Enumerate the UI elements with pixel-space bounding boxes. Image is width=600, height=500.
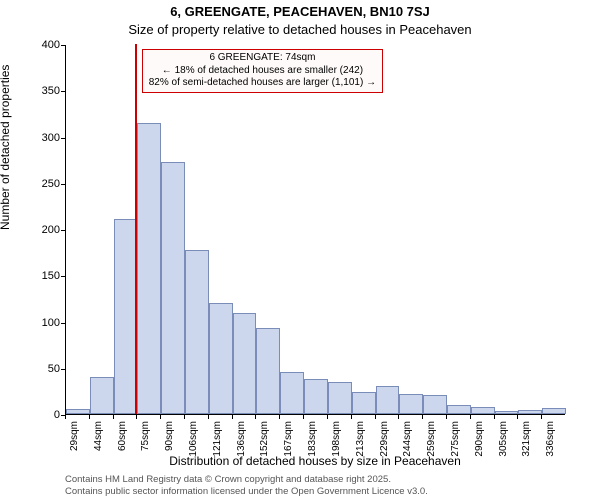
x-tick-label: 321sqm — [521, 421, 532, 461]
x-tick-label: 136sqm — [236, 421, 247, 461]
histogram-bar — [161, 162, 185, 414]
x-tick-label: 259sqm — [426, 421, 437, 461]
x-tick-label: 60sqm — [117, 421, 128, 461]
x-tick-label: 44sqm — [93, 421, 104, 461]
x-tick-label: 121sqm — [212, 421, 223, 461]
x-tick-mark — [446, 415, 447, 419]
x-tick-label: 106sqm — [188, 421, 199, 461]
y-tick-label: 0 — [10, 409, 60, 421]
y-tick-mark — [61, 323, 65, 324]
x-tick-mark — [375, 415, 376, 419]
histogram-bar — [233, 313, 257, 414]
y-tick-label: 100 — [10, 317, 60, 329]
x-tick-mark — [208, 415, 209, 419]
plot-area: 6 GREENGATE: 74sqm← 18% of detached hous… — [65, 45, 565, 415]
histogram-bar — [447, 405, 471, 414]
x-tick-mark — [327, 415, 328, 419]
x-tick-mark — [351, 415, 352, 419]
x-tick-label: 213sqm — [355, 421, 366, 461]
x-tick-mark — [184, 415, 185, 419]
x-tick-label: 305sqm — [498, 421, 509, 461]
property-size-chart: 6, GREENGATE, PEACEHAVEN, BN10 7SJ Size … — [0, 0, 600, 500]
x-tick-mark — [255, 415, 256, 419]
histogram-bar — [137, 123, 161, 414]
attribution-text: Contains HM Land Registry data © Crown c… — [65, 474, 585, 497]
histogram-bar — [518, 410, 542, 414]
x-tick-mark — [113, 415, 114, 419]
y-tick-mark — [61, 276, 65, 277]
attribution-line2: Contains public sector information licen… — [65, 486, 585, 497]
x-tick-label: 275sqm — [450, 421, 461, 461]
histogram-bar — [209, 303, 233, 414]
y-tick-mark — [61, 369, 65, 370]
x-tick-mark — [232, 415, 233, 419]
histogram-bar — [352, 392, 376, 414]
histogram-bar — [90, 377, 114, 414]
histogram-bar — [423, 395, 447, 414]
x-tick-label: 290sqm — [474, 421, 485, 461]
x-tick-mark — [541, 415, 542, 419]
histogram-bar — [328, 382, 352, 414]
x-tick-label: 244sqm — [402, 421, 413, 461]
y-tick-label: 50 — [10, 363, 60, 375]
histogram-bar — [280, 372, 304, 414]
histogram-bar — [304, 379, 328, 414]
chart-subtitle: Size of property relative to detached ho… — [0, 22, 600, 37]
histogram-bar — [185, 250, 209, 414]
x-tick-label: 198sqm — [331, 421, 342, 461]
histogram-bar — [495, 411, 519, 414]
y-tick-mark — [61, 230, 65, 231]
y-tick-label: 150 — [10, 270, 60, 282]
x-tick-mark — [89, 415, 90, 419]
x-tick-mark — [136, 415, 137, 419]
property-marker-line — [135, 44, 137, 414]
x-tick-mark — [422, 415, 423, 419]
attribution-line1: Contains HM Land Registry data © Crown c… — [65, 474, 585, 485]
x-tick-mark — [65, 415, 66, 419]
y-tick-mark — [61, 138, 65, 139]
y-tick-label: 400 — [10, 39, 60, 51]
x-tick-label: 229sqm — [379, 421, 390, 461]
annotation-callout: 6 GREENGATE: 74sqm← 18% of detached hous… — [142, 49, 383, 93]
annotation-line-1: 6 GREENGATE: 74sqm — [149, 52, 376, 65]
x-tick-mark — [470, 415, 471, 419]
x-tick-mark — [279, 415, 280, 419]
y-tick-mark — [61, 91, 65, 92]
x-tick-label: 29sqm — [69, 421, 80, 461]
x-tick-mark — [494, 415, 495, 419]
annotation-line-2: ← 18% of detached houses are smaller (24… — [149, 65, 376, 78]
x-tick-mark — [398, 415, 399, 419]
annotation-line-3: 82% of semi-detached houses are larger (… — [149, 77, 376, 90]
x-tick-mark — [160, 415, 161, 419]
histogram-bar — [66, 409, 90, 414]
y-tick-mark — [61, 184, 65, 185]
x-tick-label: 90sqm — [164, 421, 175, 461]
y-tick-label: 300 — [10, 132, 60, 144]
x-tick-label: 152sqm — [259, 421, 270, 461]
chart-title: 6, GREENGATE, PEACEHAVEN, BN10 7SJ — [0, 4, 600, 19]
x-tick-label: 336sqm — [545, 421, 556, 461]
x-tick-label: 183sqm — [307, 421, 318, 461]
y-tick-label: 350 — [10, 85, 60, 97]
histogram-bar — [399, 394, 423, 414]
x-tick-label: 167sqm — [283, 421, 294, 461]
histogram-bar — [376, 386, 400, 414]
histogram-bar — [542, 408, 566, 414]
y-tick-label: 200 — [10, 224, 60, 236]
histogram-bar — [256, 328, 280, 414]
x-tick-mark — [303, 415, 304, 419]
x-tick-label: 75sqm — [140, 421, 151, 461]
histogram-bar — [471, 407, 495, 414]
x-tick-mark — [517, 415, 518, 419]
y-tick-mark — [61, 45, 65, 46]
y-tick-label: 250 — [10, 178, 60, 190]
